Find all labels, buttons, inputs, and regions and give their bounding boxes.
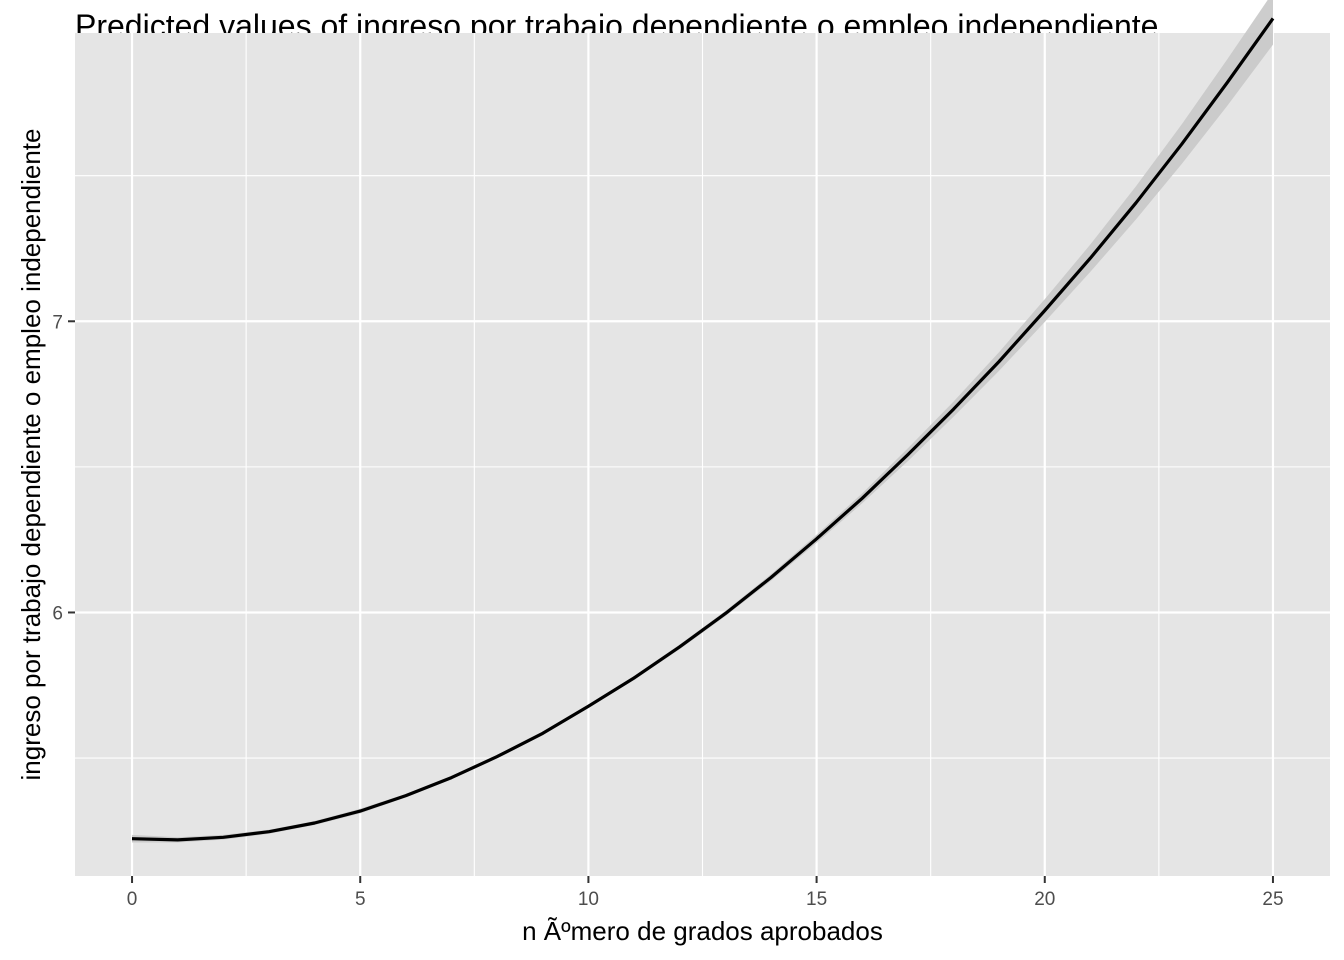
x-tick-label: 10 [578, 889, 599, 910]
prediction-line [131, 17, 1275, 842]
x-tick-label: 20 [1034, 889, 1055, 910]
x-tick-label: 15 [806, 889, 827, 910]
y-axis-title: ingreso por trabajo dependiente o empleo… [16, 129, 46, 781]
y-tick-label: 6 [52, 603, 63, 624]
axes: 0 5 10 15 20 25 6 7 [52, 312, 1283, 910]
x-tick-label: 25 [1262, 889, 1283, 910]
x-tick-label: 5 [355, 889, 366, 910]
x-tick-label: 0 [127, 889, 138, 910]
y-tick-label: 7 [52, 312, 63, 333]
x-axis-title: n Ãºmero de grados aprobados [522, 916, 883, 946]
